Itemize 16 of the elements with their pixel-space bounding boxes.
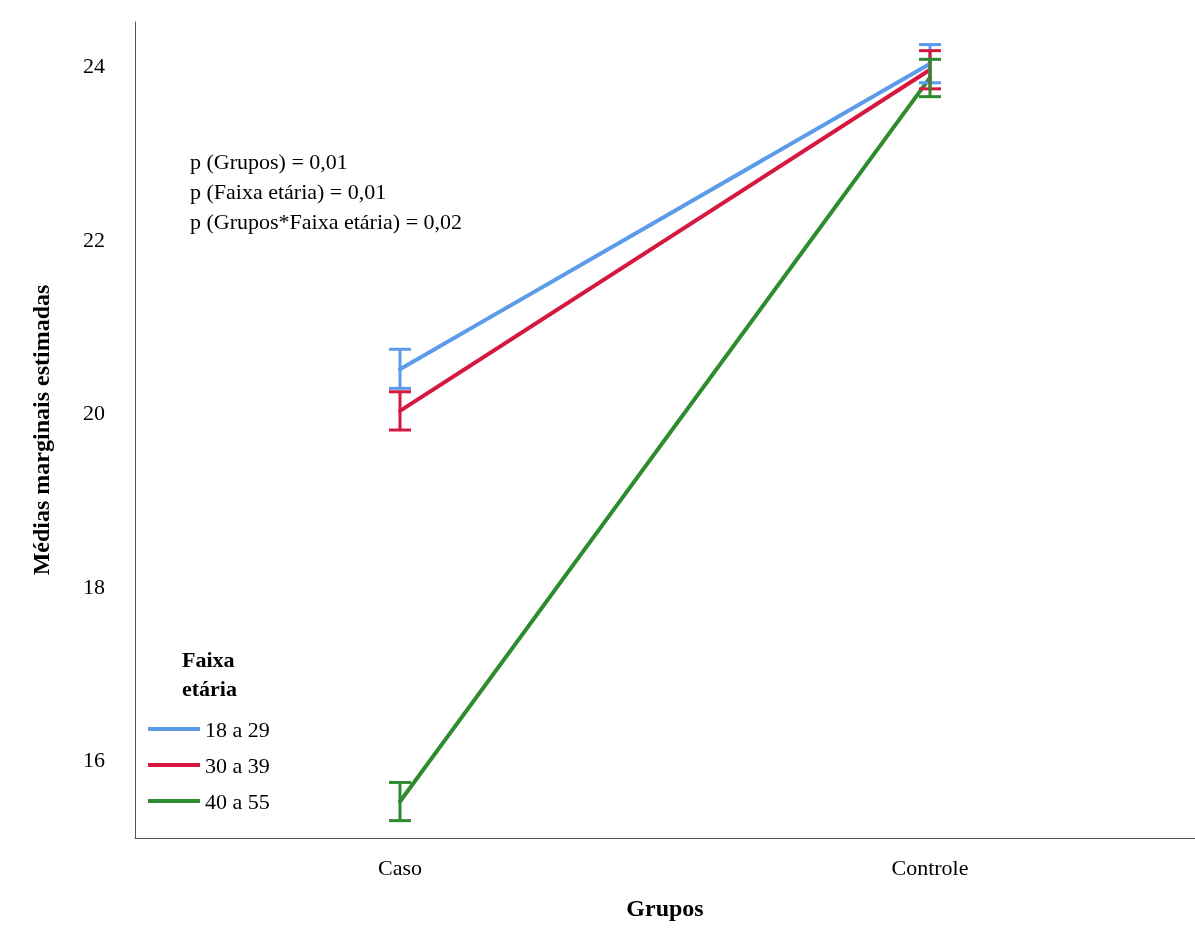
y-tick-label: 20 — [83, 400, 105, 426]
x-tick-label: Controle — [891, 854, 969, 880]
y-tick-label: 16 — [83, 747, 105, 773]
y-axis-title: Médias marginais estimadas — [28, 284, 54, 576]
y-tick-label: 22 — [83, 226, 105, 252]
annotation: p (Grupos*Faixa etária) = 0,02 — [190, 208, 463, 234]
y-tick-label: 24 — [83, 52, 105, 78]
legend-label: 40 a 55 — [205, 788, 270, 814]
x-tick-label: Caso — [378, 854, 422, 880]
x-axis-title: Grupos — [626, 895, 704, 921]
annotation: p (Grupos) = 0,01 — [190, 148, 348, 174]
legend-label: 18 a 29 — [205, 716, 270, 742]
annotation: p (Faixa etária) = 0,01 — [190, 178, 387, 204]
y-tick-label: 18 — [83, 573, 105, 599]
legend-title: Faixa etária — [182, 647, 241, 701]
legend-label: 30 a 39 — [205, 752, 270, 778]
